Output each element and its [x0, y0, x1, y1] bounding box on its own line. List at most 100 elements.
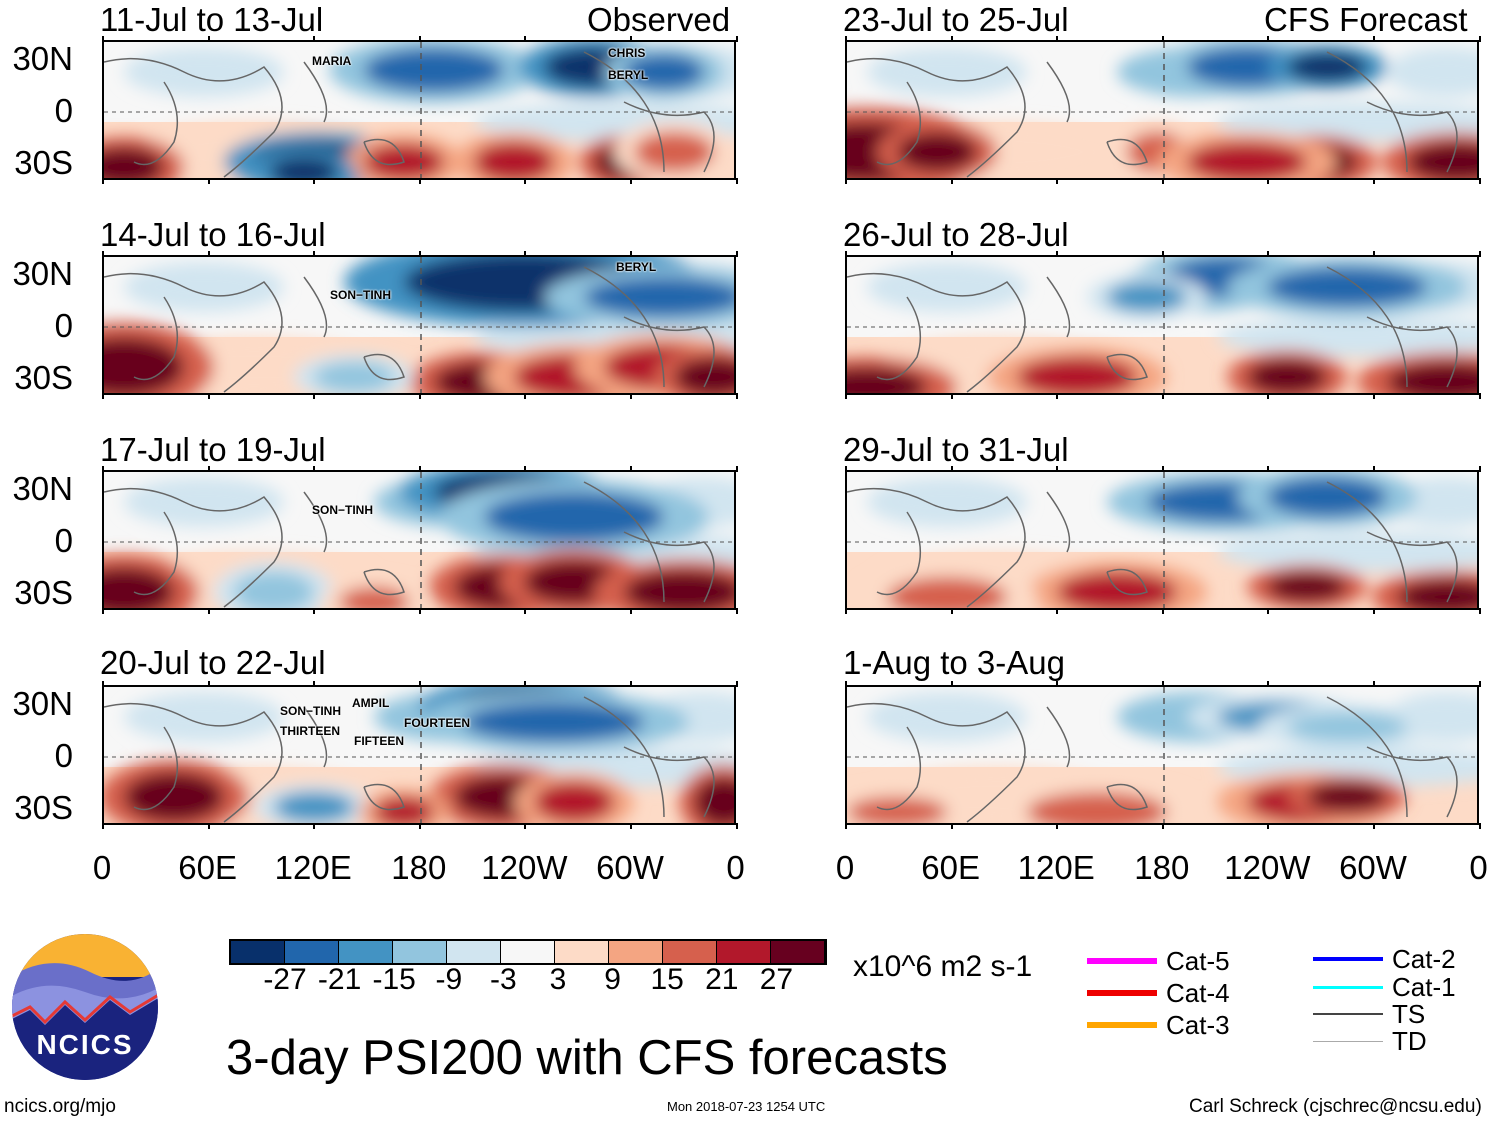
lon-label: 120W — [481, 849, 568, 886]
coastlines — [104, 696, 715, 823]
lon-label: 60E — [921, 849, 980, 886]
legend-line — [1087, 1022, 1157, 1028]
storm-label: BERYL — [608, 68, 649, 82]
anomaly-region — [1267, 477, 1387, 517]
anomaly-region — [534, 782, 614, 822]
lat-label: 30S — [14, 359, 73, 396]
anomaly-region — [584, 277, 734, 317]
anomaly-region — [464, 702, 644, 742]
panel-title: 26-Jul to 28-Jul — [843, 216, 1069, 253]
colorbar-tick-label: -15 — [372, 963, 416, 996]
map-panel — [102, 255, 736, 395]
coastlines — [847, 51, 1458, 178]
legend-line — [1313, 1040, 1383, 1042]
colorbar — [229, 939, 827, 965]
storm-label: BERYL — [616, 260, 657, 274]
lon-label: 0 — [92, 849, 112, 886]
map-panel — [102, 685, 736, 825]
anomaly-region — [1267, 267, 1427, 307]
storm-label: FIFTEEN — [354, 734, 404, 748]
legend-label: Cat-1 — [1392, 972, 1456, 1002]
anomaly-region — [1057, 572, 1177, 608]
colorbar-swatch — [501, 941, 555, 963]
anomaly-region — [1287, 52, 1367, 82]
legend-label: Cat-2 — [1392, 944, 1456, 974]
lat-label: 0 — [54, 737, 73, 774]
svg-text:NCICS: NCICS — [36, 1029, 133, 1060]
lat-label: 30N — [12, 470, 73, 507]
lon-label: 60W — [596, 849, 664, 886]
colorbar-tick-label: -21 — [317, 963, 362, 996]
colorbar-swatch — [339, 941, 393, 963]
anomaly-region — [887, 577, 1007, 608]
lon-label: 180 — [391, 849, 447, 886]
storm-label: SON−TINH — [280, 704, 342, 718]
anomaly-region — [269, 157, 339, 178]
forecast-label: CFS Forecast — [1264, 1, 1468, 38]
map-panel — [845, 470, 1479, 610]
anomaly-region — [364, 48, 504, 92]
legend-label: TS — [1392, 999, 1426, 1029]
map-panel — [845, 685, 1479, 825]
anomaly-region — [1107, 282, 1187, 312]
footer-url: ncics.org/mjo — [4, 1096, 116, 1117]
colorbar-tick-label: 21 — [705, 963, 739, 996]
footer-author: Carl Schreck (cjschrec@ncsu.edu) — [1189, 1096, 1482, 1117]
anomaly-region — [634, 132, 714, 172]
legend-line — [1313, 985, 1383, 989]
map-panel — [845, 40, 1479, 180]
storm-label: MARIA — [312, 54, 352, 68]
colorbar-tick-label: -27 — [263, 963, 307, 996]
lat-label: 30S — [14, 789, 73, 826]
lon-label: 120E — [1017, 849, 1095, 886]
colorbar-swatch — [663, 941, 717, 963]
lon-label: 0 — [726, 849, 745, 886]
anomaly-region — [867, 477, 1027, 527]
anomaly-region — [867, 262, 1027, 312]
main-title: 3-day PSI200 with CFS forecasts — [226, 1031, 948, 1085]
anomaly-region — [1387, 47, 1477, 97]
panel-title: 11-Jul to 13-Jul — [100, 1, 324, 38]
storm-label: AMPIL — [352, 696, 390, 710]
colorbar-tick-label: 9 — [604, 963, 621, 996]
lat-label: 30S — [14, 574, 73, 611]
anomaly-region — [124, 692, 284, 742]
anomaly-region — [1307, 782, 1387, 812]
lat-label: 0 — [54, 307, 73, 344]
lon-label: 180 — [1134, 849, 1190, 886]
anomaly-region — [374, 797, 434, 823]
anomaly-region — [484, 492, 664, 542]
map-panel — [102, 40, 736, 180]
colorbar-swatch — [393, 941, 447, 963]
lat-label: 0 — [54, 92, 73, 129]
map-panel — [845, 255, 1479, 395]
panel-title: 17-Jul to 19-Jul — [100, 431, 326, 468]
coastlines — [104, 481, 715, 608]
anomaly-region — [1027, 792, 1167, 823]
colorbar-swatch — [771, 941, 825, 963]
panel-title: 23-Jul to 25-Jul — [843, 1, 1069, 38]
colorbar-swatch — [231, 941, 285, 963]
panel-title: 20-Jul to 22-Jul — [100, 644, 326, 681]
panel-title: 14-Jul to 16-Jul — [100, 216, 326, 253]
anomaly-region — [1397, 579, 1477, 608]
anomaly-region — [339, 587, 409, 608]
storm-label: FOURTEEN — [404, 716, 470, 730]
anomaly-region — [124, 262, 284, 312]
lon-label: 60W — [1339, 849, 1407, 886]
anomaly-region — [124, 47, 284, 97]
legend-line — [1313, 957, 1383, 961]
storm-label: CHRIS — [608, 46, 646, 60]
anomaly-region — [1247, 359, 1327, 393]
anomaly-region — [847, 797, 947, 823]
anomaly-region — [1407, 142, 1477, 178]
colorbar-swatch — [717, 941, 771, 963]
anomaly-region — [1017, 357, 1137, 393]
ncics-logo: NCICS — [10, 932, 160, 1082]
colorbar-tick-label: -3 — [490, 963, 517, 996]
colorbar-swatch — [447, 941, 501, 963]
map-panel — [102, 470, 736, 610]
colorbar-units: x10^6 m2 s-1 — [853, 950, 1033, 983]
anomaly-region — [104, 567, 174, 608]
